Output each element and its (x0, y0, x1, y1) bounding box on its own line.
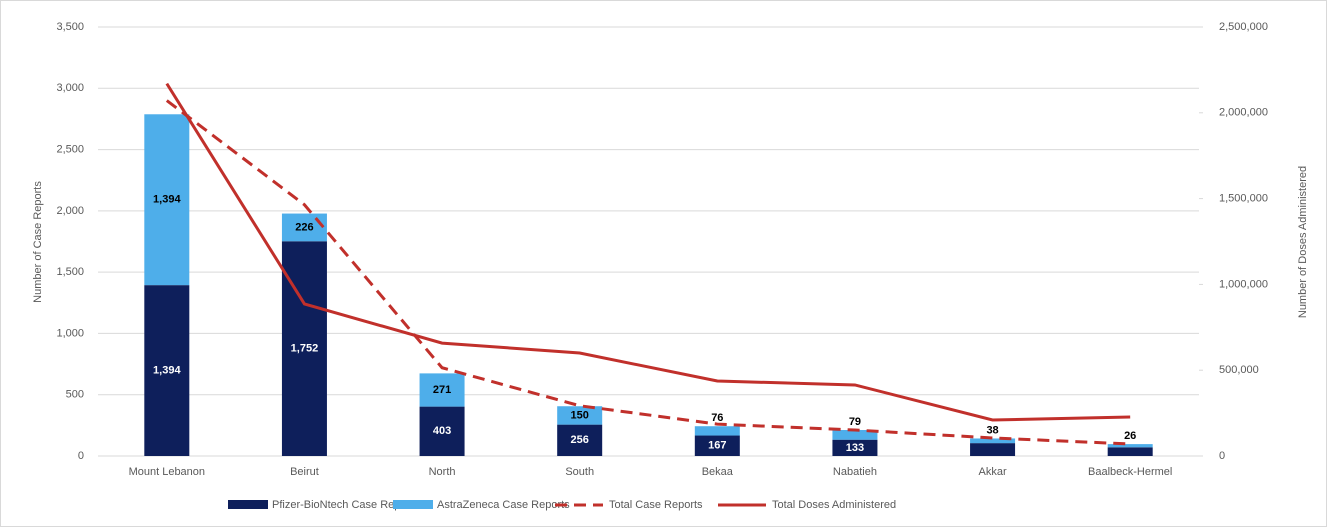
value-label: 271 (433, 384, 451, 396)
y-axis-title: Number of Case Reports (32, 181, 44, 303)
y2-axis-title: Number of Doses Administered (1297, 166, 1309, 318)
value-label: 71 (1124, 433, 1136, 445)
bar-segment (281, 213, 327, 242)
x-tick-label: South (565, 466, 594, 478)
legend-label: Total Doses Administered (772, 499, 896, 511)
value-label: 167 (708, 440, 726, 452)
x-tick-label: North (429, 466, 456, 478)
legend-swatch (393, 500, 433, 509)
value-label: 256 (571, 434, 589, 446)
bar-segment (144, 285, 190, 456)
bar-segment (1107, 444, 1153, 448)
bar-segment (694, 426, 740, 436)
bar-segment (1107, 447, 1153, 456)
bar-segment (144, 114, 190, 286)
bar-segment (832, 430, 878, 440)
legend-label: Pfizer-BioNtech Case Reports (272, 499, 419, 511)
value-label: 26 (1124, 430, 1136, 442)
y-tick-label: 1,500 (56, 266, 84, 278)
y-tick-label: 2,500 (56, 143, 84, 155)
value-label: 1,394 (153, 364, 181, 376)
value-label: 38 (986, 424, 998, 436)
y2-tick-label: 2,500,000 (1219, 21, 1268, 33)
value-label: 403 (433, 425, 451, 437)
line (165, 99, 1131, 446)
y2-tick-label: 1,500,000 (1219, 193, 1268, 205)
y-tick-label: 2,000 (56, 205, 84, 217)
y2-tick-label: 2,000,000 (1219, 107, 1268, 119)
bar-segment (832, 439, 878, 456)
value-label: 79 (849, 416, 861, 428)
legend-label: Total Case Reports (609, 499, 703, 511)
legend-label: AstraZeneca Case Reports (437, 499, 570, 511)
x-tick-label: Nabatieh (833, 466, 877, 478)
y-tick-label: 500 (66, 389, 84, 401)
bar-segment (281, 241, 327, 456)
y2-tick-label: 500,000 (1219, 364, 1259, 376)
y-tick-label: 1,000 (56, 327, 84, 339)
bar-segment (419, 373, 465, 407)
y-tick-label: 0 (78, 450, 84, 462)
x-tick-label: Baalbeck-Hermel (1088, 466, 1172, 478)
x-tick-label: Mount Lebanon (129, 466, 205, 478)
bar-segment (694, 435, 740, 456)
x-tick-label: Beirut (290, 466, 319, 478)
bar-segment (419, 406, 465, 456)
bar-segment (970, 443, 1016, 456)
value-label: 1,752 (291, 343, 319, 355)
value-label: 1,394 (153, 194, 181, 206)
x-tick-label: Akkar (979, 466, 1007, 478)
y2-tick-label: 1,000,000 (1219, 278, 1268, 290)
value-label: 226 (295, 221, 313, 233)
y-tick-label: 3,000 (56, 82, 84, 94)
y2-tick-label: 0 (1219, 450, 1225, 462)
line (165, 82, 1131, 422)
bar-segment (557, 424, 603, 456)
x-tick-label: Bekaa (702, 466, 734, 478)
legend-swatch (228, 500, 268, 509)
y-tick-label: 3,500 (56, 21, 84, 33)
value-label: 150 (571, 409, 589, 421)
value-label: 76 (711, 412, 723, 424)
bar-segment (970, 438, 1016, 444)
value-label: 133 (846, 442, 864, 454)
bar-segment (557, 406, 603, 425)
